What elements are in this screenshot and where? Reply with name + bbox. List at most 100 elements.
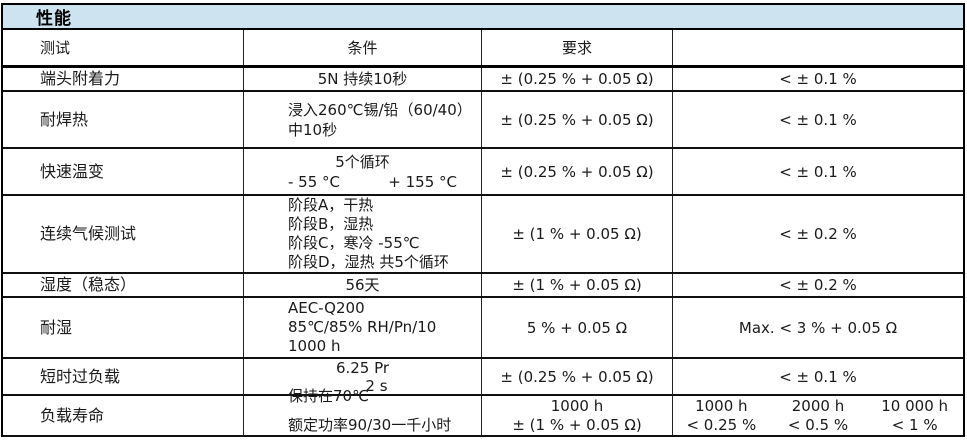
condition-line: 2 s [365,377,388,395]
result-value: < 0.5 % [787,415,849,434]
result-cell: Max. < 3 % + 0.05 Ω [672,298,963,357]
table-row: 短时过负载 6.25 Pr 2 s ± (0.25 % + 0.05 Ω) < ± 0.… [3,359,963,396]
condition-line: 阶段C，寒冷 -55℃ [288,234,420,252]
requirement-line: ± (1 % + 0.05 Ω) [512,415,642,434]
result-line: < ± 0.1 % [779,110,857,129]
requirement-cell: ± (0.25 % + 0.05 Ω) [481,149,672,194]
requirement-line: 1000 h [550,396,604,415]
result-hours: 1000 h [695,396,748,415]
test-label: 耐焊热 [40,109,89,129]
test-cell: 短时过负载 [3,359,243,395]
condition-cell: 5N 持续10秒 [243,68,481,90]
condition-cell: 阶段A，干热 阶段B，湿热 阶段C，寒冷 -55℃ 阶段D，湿热 共5个循环 [243,196,481,272]
requirement-cell: 5 % + 0.05 Ω [481,298,672,357]
table-row: 快速温变 5个循环 - 55 °C + 155 °C ± (0.25 % + 0.05 … [3,149,963,196]
test-label: 连续气候测试 [40,224,137,243]
test-label: 端头附着力 [40,69,121,88]
table-row: 湿度（稳态） 56天 ± (1 % + 0.05 Ω) < ± 0.2 % [3,274,963,298]
condition-cell: 6.25 Pr 2 s [243,359,481,395]
result-cell: < ± 0.2 % [672,274,963,296]
requirement-cell: ± (0.25 % + 0.05 Ω) [481,92,672,147]
table-row: 耐焊热 浸入260℃锡/铅（60/40） 中10秒 ± (0.25 % + 0.05 … [3,92,963,149]
condition-line: 56天 [345,276,380,294]
table-body: 端头附着力 5N 持续10秒 ± (0.25 % + 0.05 Ω) < ± 0.1 … [3,68,963,437]
table-header-row: 测试 条件 要求 [3,30,963,68]
condition-line: 阶段D，湿热 共5个循环 [288,253,449,271]
performance-table: 性能 测试 条件 要求 端头附着力 5N 持续10秒 ± (0.25 % + 0.0… [1,3,965,437]
table-row: 连续气候测试 阶段A，干热 阶段B，湿热 阶段C，寒冷 -55℃ 阶段D，湿热 共5个循… [3,196,963,274]
result-subcolumn: 10 000 h < 1 % [866,397,963,435]
column-header-condition: 条件 [243,30,481,65]
column-header-extra [672,30,963,65]
result-cell: 1000 h < 0.25 % 2000 h < 0.5 % 10 000 h < 1 % [672,396,963,435]
requirement-cell: ± (1 % + 0.05 Ω) [481,196,672,272]
test-cell: 端头附着力 [3,68,243,90]
test-label: 负载寿命 [40,405,105,425]
table-title: 性能 [36,9,72,29]
result-hours: 2000 h [791,396,845,415]
test-label: 耐湿 [40,317,73,337]
result-subcolumn: 1000 h < 0.25 % [673,397,770,435]
column-header-test: 测试 [40,38,71,57]
result-cell: < ± 0.1 % [672,359,963,395]
requirement-line: ± (0.25 % + 0.05 Ω) [500,70,654,88]
condition-line: 5个循环 [335,152,390,171]
result-hours: 10 000 h [881,396,949,415]
requirement-line: 5 % + 0.05 Ω [526,318,628,337]
requirement-line: ± (0.25 % + 0.05 Ω) [500,110,654,129]
result-subcolumn: 2000 h < 0.5 % [770,397,867,435]
condition-line: - 55 °C + 155 °C [244,172,481,192]
test-label: 快速温变 [40,161,105,181]
condition-line: 5N 持续10秒 [317,70,408,88]
result-line: < ± 0.1 % [779,70,857,88]
condition-value-left: - 55 °C [288,172,341,191]
column-header-requirement: 要求 [481,30,672,65]
condition-cell: AEC-Q200 85℃/85% RH/Pn/10 1000 h [243,298,481,357]
result-line: < ± 0.2 % [779,225,857,243]
condition-line: 阶段B，湿热 [288,215,374,233]
requirement-line: ± (0.25 % + 0.05 Ω) [500,162,654,181]
condition-line: AEC-Q200 [288,299,365,317]
test-cell: 耐湿 [3,298,243,357]
test-label: 湿度（稳态） [40,275,137,294]
requirement-line: ± (1 % + 0.05 Ω) [512,276,642,294]
condition-line: 85℃/85% RH/Pn/10 [288,318,437,336]
condition-cell: 保持在70℃ 额定功率90/30一千小时 [243,387,481,435]
test-label: 短时过负载 [40,367,121,386]
test-cell: 连续气候测试 [3,196,243,272]
table-row: 负载寿命 保持在70℃ 额定功率90/30一千小时 1000 h ± (1 % + 0.… [3,387,963,437]
condition-line: 1000 h [288,337,341,355]
condition-line: 保持在70℃ [288,386,369,405]
condition-line: 额定功率90/30一千小时 [288,415,452,434]
table-row: 端头附着力 5N 持续10秒 ± (0.25 % + 0.05 Ω) < ± 0.1 … [3,68,963,92]
test-cell: 耐焊热 [3,92,243,147]
test-cell: 湿度（稳态） [3,274,243,296]
result-cell: < ± 0.1 % [672,68,963,90]
requirement-line: ± (0.25 % + 0.05 Ω) [500,368,654,386]
result-cell: < ± 0.2 % [672,196,963,272]
result-line: < ± 0.1 % [779,368,857,386]
condition-line: 6.25 Pr [335,359,390,377]
table-row: 耐湿 AEC-Q200 85℃/85% RH/Pn/10 1000 h 5 % + 0.… [3,298,963,359]
requirement-cell: 1000 h ± (1 % + 0.05 Ω) [481,396,672,435]
result-cell: < ± 0.1 % [672,92,963,147]
test-cell: 快速温变 [3,149,243,194]
condition-cell: 浸入260℃锡/铅（60/40） 中10秒 [243,92,481,147]
result-value: < 0.25 % [686,415,757,434]
result-columns: 1000 h < 0.25 % 2000 h < 0.5 % 10 000 h < 1 % [673,397,963,435]
condition-cell: 5个循环 - 55 °C + 155 °C [243,149,481,194]
test-cell: 负载寿命 [3,396,243,435]
condition-line: 阶段A，干热 [288,196,374,214]
result-line: < ± 0.1 % [779,162,857,181]
requirement-line: ± (1 % + 0.05 Ω) [512,225,642,243]
condition-value-right: + 155 °C [388,172,457,191]
result-value: < 1 % [891,415,938,434]
requirement-cell: ± (0.25 % + 0.05 Ω) [481,359,672,395]
table-title-bar: 性能 [3,5,963,30]
condition-cell: 56天 [243,274,481,296]
result-cell: < ± 0.1 % [672,149,963,194]
condition-line: 浸入260℃锡/铅（60/40） [288,100,472,119]
requirement-cell: ± (1 % + 0.05 Ω) [481,274,672,296]
result-line: < ± 0.2 % [779,276,857,294]
